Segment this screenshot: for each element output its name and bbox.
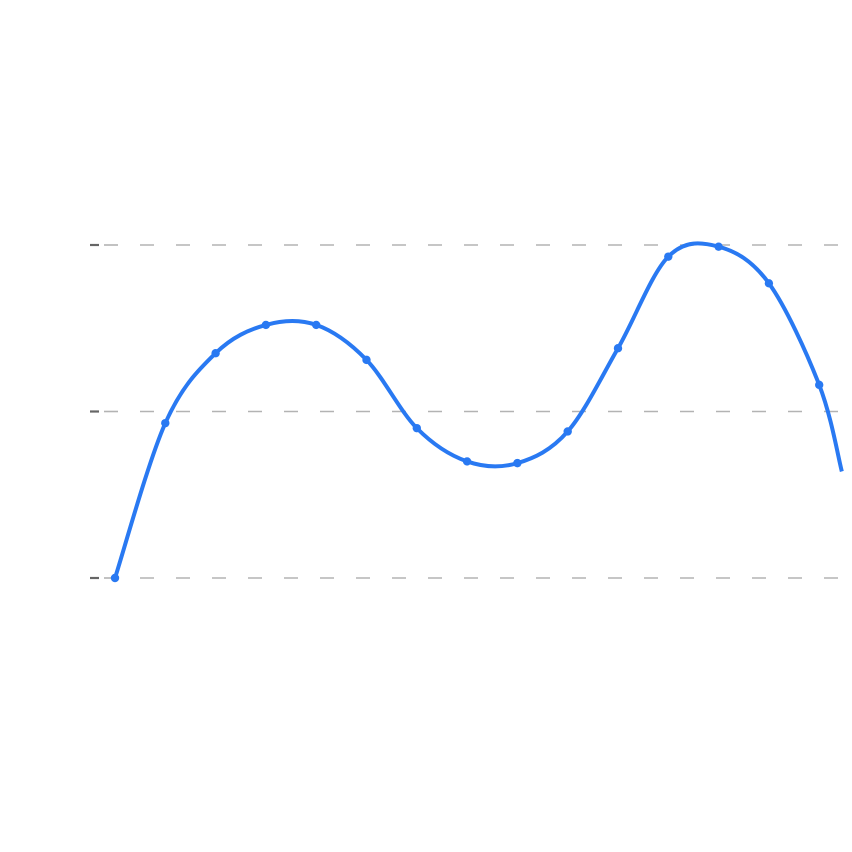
data-point-8 [513, 458, 522, 468]
data-point-14 [815, 380, 824, 390]
data-point-4 [312, 320, 321, 330]
data-point-6 [412, 423, 421, 433]
data-point-13 [764, 279, 774, 288]
data-point-3 [261, 320, 271, 330]
gridlines [104, 244, 852, 579]
data-point-5 [362, 355, 371, 365]
data-point-11 [664, 252, 673, 261]
data-point-2 [211, 349, 220, 358]
series [110, 241, 844, 583]
data-point-1 [161, 418, 170, 428]
data-point-9 [563, 427, 572, 436]
series-line-0 [113, 241, 844, 579]
data-point-10 [613, 344, 623, 353]
data-point-0 [110, 573, 120, 583]
y-ticks [90, 243, 99, 580]
data-point-7 [462, 457, 472, 466]
data-point-12 [714, 242, 723, 251]
